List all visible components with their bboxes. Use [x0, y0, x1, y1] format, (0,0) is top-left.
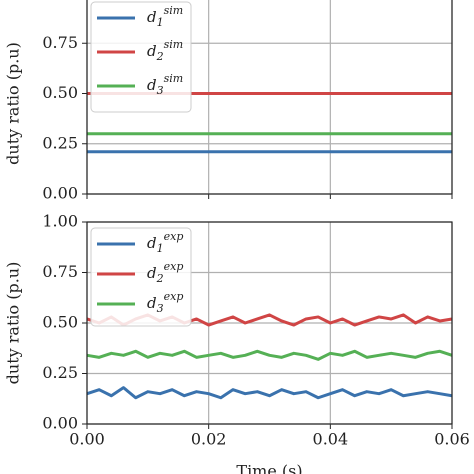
y-tick-label: 1.00 [42, 212, 78, 231]
y-tick-label: 0.50 [42, 313, 78, 332]
x-axis-label: Time (s) [236, 462, 302, 474]
y-tick-label: 0.00 [42, 414, 78, 433]
y-axis-label: duty ratio (p.u) [4, 42, 23, 165]
legend-box [90, 227, 192, 327]
x-tick-label: 0.00 [69, 430, 105, 449]
legend-label: d1sim [147, 4, 183, 29]
x-tick-label: 0.06 [434, 430, 470, 449]
x-tick-label: 0.02 [191, 430, 227, 449]
series-line [86, 386, 453, 400]
x-tick-label: 0.04 [313, 430, 349, 449]
y-tick-label: 0.75 [42, 33, 78, 52]
axes-frame [86, 0, 453, 195]
series-line [86, 349, 453, 361]
axes-frame [86, 221, 453, 425]
y-axis-label: duty ratio (p.u) [4, 262, 23, 385]
legend-label: d2sim [147, 38, 183, 63]
legend-label: d2exp [147, 260, 183, 285]
y-tick-label: 0.25 [42, 363, 78, 382]
y-tick-label: 0.75 [42, 262, 78, 281]
legend-label: d3exp [147, 290, 183, 315]
y-tick-label: 0.00 [42, 184, 78, 203]
legend-label: d1exp [147, 230, 183, 255]
y-tick-label: 0.25 [42, 133, 78, 152]
legend-label: d3sim [147, 72, 183, 97]
y-tick-label: 0.50 [42, 83, 78, 102]
